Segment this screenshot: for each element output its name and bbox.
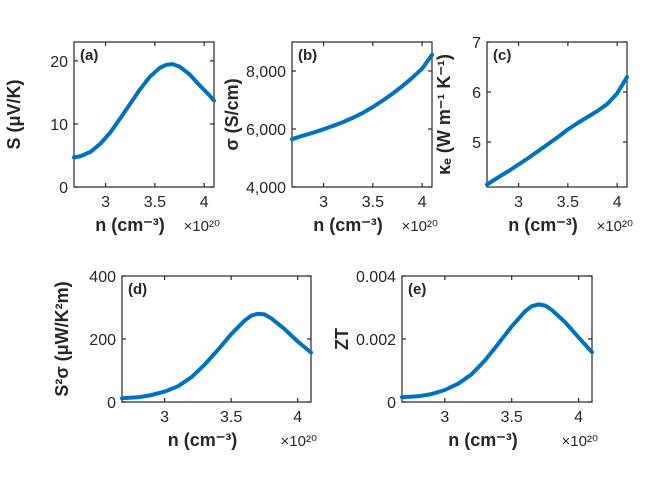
x-tick-label: 3.5 xyxy=(144,194,166,211)
panel-label: (c) xyxy=(493,47,511,64)
panel-a: 3 3.5 4 0 10 20 (a) n (cm⁻³) ×10²⁰ S (μV/K) xyxy=(4,41,220,235)
panel-label: (a) xyxy=(80,47,98,64)
panel-c: 3 3.5 4 5 6 7 (c) n (cm⁻³) ×10²⁰ κₑ (W m⁻¹ K⁻¹) xyxy=(434,35,633,235)
y-tick-label: 7 xyxy=(472,35,481,52)
x-tick-label: 4 xyxy=(200,194,209,211)
x-axis-label: n (cm⁻³) xyxy=(448,430,518,450)
x-tick-label: 3.5 xyxy=(501,409,523,426)
x-tick-label: 3 xyxy=(440,409,449,426)
panel-e: 3 3.5 4 0 0.002 0.004 (e) n (cm⁻³) ×10²⁰ ZT xyxy=(332,269,598,450)
y-tick-label: 0 xyxy=(107,395,116,412)
x-axis-multiplier: ×10²⁰ xyxy=(402,218,438,235)
panel-label: (b) xyxy=(298,47,317,64)
x-tick-label: 3.5 xyxy=(362,194,384,211)
x-tick-label: 4 xyxy=(574,409,583,426)
y-tick-label: 200 xyxy=(89,332,116,349)
y-tick-label: 400 xyxy=(89,269,116,286)
y-tick-label: 6 xyxy=(472,85,481,102)
y-tick-label: 20 xyxy=(50,54,68,71)
axes-box xyxy=(291,41,433,188)
series-line xyxy=(72,62,216,160)
panel-label: (d) xyxy=(128,281,147,298)
panel-d: 3 3.5 4 0 200 400 (d) n (cm⁻³) ×10²⁰ S²σ (μW/K²m) xyxy=(52,269,317,450)
y-tick-label: 4,000 xyxy=(246,180,286,197)
x-axis-label: n (cm⁻³) xyxy=(508,215,578,235)
x-tick-label: 3 xyxy=(160,409,169,426)
y-tick-label: 10 xyxy=(50,117,68,134)
y-axis-label: ZT xyxy=(332,328,352,350)
x-tick-label: 4 xyxy=(418,194,427,211)
axes-box xyxy=(73,41,215,188)
y-axis-label: S²σ (μW/K²m) xyxy=(52,281,72,396)
x-axis-label: n (cm⁻³) xyxy=(95,215,165,235)
series-line xyxy=(290,52,434,142)
y-tick-label: 5 xyxy=(472,135,481,152)
y-tick-label: 0 xyxy=(387,395,396,412)
series-line xyxy=(120,311,313,401)
y-tick-label: 8,000 xyxy=(246,64,286,81)
y-tick-label: 0.002 xyxy=(356,332,396,349)
x-axis-label: n (cm⁻³) xyxy=(313,215,383,235)
x-axis-multiplier: ×10²⁰ xyxy=(597,218,633,235)
x-tick-label: 4 xyxy=(293,409,302,426)
x-tick-label: 3 xyxy=(514,194,523,211)
axes-box xyxy=(486,41,628,188)
y-axis-label: σ (S/cm) xyxy=(222,78,242,150)
series-line xyxy=(400,302,594,400)
x-tick-label: 3 xyxy=(319,194,328,211)
axes-box xyxy=(401,275,593,403)
series-line xyxy=(485,75,629,187)
y-tick-label: 0 xyxy=(59,180,68,197)
x-tick-label: 3.5 xyxy=(557,194,579,211)
x-axis-label: n (cm⁻³) xyxy=(168,430,238,450)
x-axis-multiplier: ×10²⁰ xyxy=(281,433,317,450)
y-axis-label: S (μV/K) xyxy=(4,79,24,149)
y-tick-label: 6,000 xyxy=(246,122,286,139)
x-axis-multiplier: ×10²⁰ xyxy=(562,433,598,450)
panel-label: (e) xyxy=(408,281,426,298)
x-axis-multiplier: ×10²⁰ xyxy=(184,218,220,235)
y-tick-label: 0.004 xyxy=(356,269,396,286)
x-tick-label: 3 xyxy=(101,194,110,211)
panel-b: 3 3.5 4 4,000 6,000 8,000 (b) n (cm⁻³) ×10²⁰ σ (S… xyxy=(222,41,438,235)
x-tick-label: 3.5 xyxy=(220,409,242,426)
axes-box xyxy=(121,275,312,403)
y-axis-label: κₑ (W m⁻¹ K⁻¹) xyxy=(434,54,454,175)
x-tick-label: 4 xyxy=(613,194,622,211)
